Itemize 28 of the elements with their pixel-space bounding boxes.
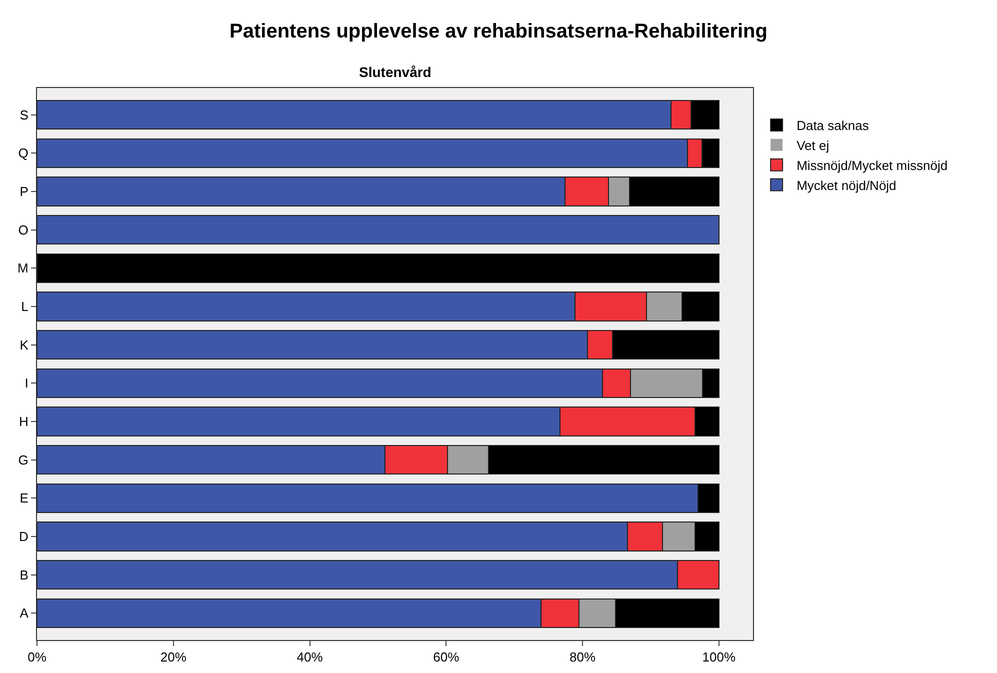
y-tick-label: L xyxy=(21,299,28,314)
chart-subtitle: Slutenvård xyxy=(359,64,432,80)
y-tick-label: O xyxy=(18,222,28,238)
x-tick-label: 40% xyxy=(296,650,324,665)
x-tick-label: 100% xyxy=(702,650,736,665)
y-tick-label: H xyxy=(19,414,28,430)
legend-label: Mycket nöjd/Nöjd xyxy=(796,178,896,193)
y-tick-label: B xyxy=(20,567,28,582)
y-tick-label: S xyxy=(20,107,29,122)
y-tick-label: P xyxy=(20,184,28,200)
chart-title: Patientens upplevelse av rehabinsatserna-Rehabilitering xyxy=(230,20,768,43)
legend-label: Vet ej xyxy=(796,138,830,153)
y-tick-label: M xyxy=(18,260,28,276)
x-tick-label: 20% xyxy=(160,650,187,665)
x-tick-label: 0% xyxy=(28,650,47,665)
y-tick-label: A xyxy=(20,606,29,621)
legend-label: Missnöjd/Mycket missnöjd xyxy=(796,158,948,173)
y-tick-label: Q xyxy=(18,146,28,161)
x-tick-label: 80% xyxy=(570,650,596,665)
x-tick-label: 60% xyxy=(433,650,460,665)
bar xyxy=(37,253,720,284)
y-tick-label: I xyxy=(24,376,28,391)
y-tick-label: K xyxy=(20,337,29,352)
y-tick-label: D xyxy=(19,529,28,544)
y-tick-label: G xyxy=(18,452,28,468)
bar xyxy=(37,214,720,245)
y-tick-label: E xyxy=(20,490,29,506)
legend-label: Data saknas xyxy=(796,118,870,134)
